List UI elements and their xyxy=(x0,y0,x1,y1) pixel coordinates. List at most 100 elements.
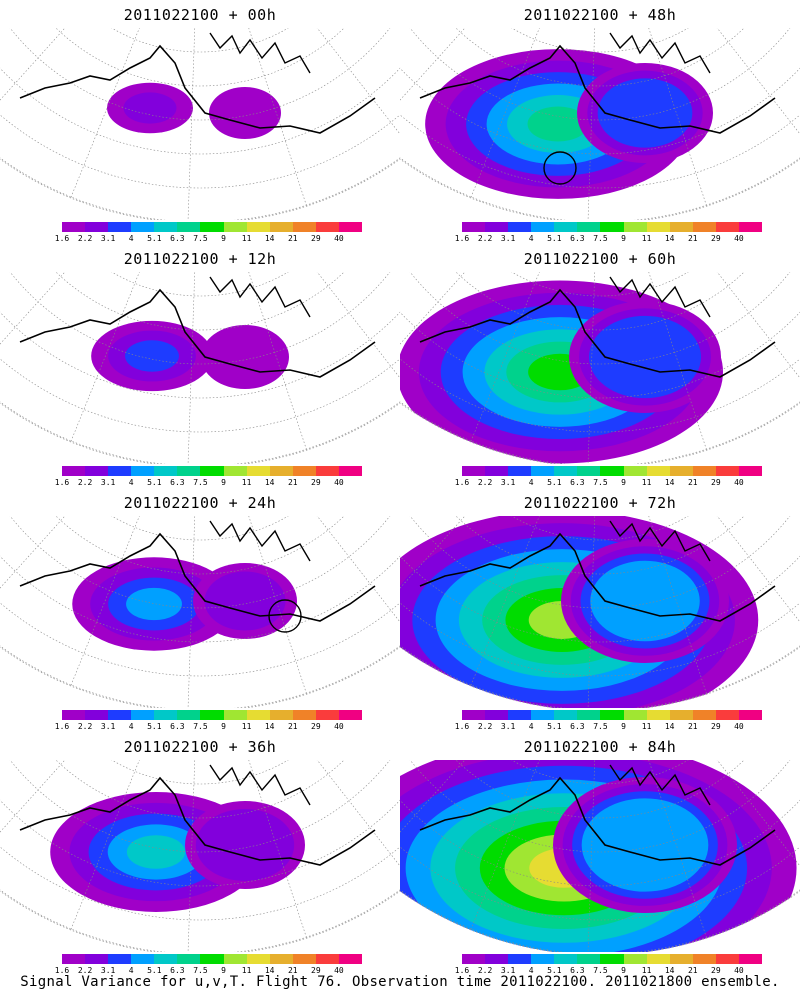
colorbar-swatch xyxy=(315,466,339,476)
colorbar-tick-label: 4 xyxy=(528,478,534,487)
colorbar-tick-label: 1.6 xyxy=(54,234,70,243)
panel-title: 2011022100 + 36h xyxy=(123,738,277,756)
colorbar-tick-label: 1.6 xyxy=(54,478,70,487)
longitude-line xyxy=(685,272,800,395)
colorbar-swatch xyxy=(646,222,670,232)
longitude-line xyxy=(285,28,400,151)
longitude-line xyxy=(0,28,107,135)
colorbar-tick-label: 14 xyxy=(264,722,275,731)
colorbar-swatch xyxy=(269,710,293,720)
colorbar-tick-label: 7.5 xyxy=(193,234,208,243)
colorbar-swatch xyxy=(485,954,509,964)
colorbar-swatch xyxy=(338,954,363,964)
colorbar-swatch xyxy=(269,954,293,964)
longitude-line xyxy=(642,760,707,939)
colorbar-tick-label: 9 xyxy=(621,234,626,243)
longitude-line xyxy=(70,272,148,442)
colorbar-swatch xyxy=(531,954,555,964)
colorbar-tick-label: 2.2 xyxy=(77,966,93,975)
colorbar-tick-label: 5.1 xyxy=(147,966,162,975)
colorbar-tick-label: 7.5 xyxy=(193,478,208,487)
colorbar-tick-label: 2.2 xyxy=(477,966,493,975)
panel-title: 2011022100 + 84h xyxy=(523,738,677,756)
contour-band xyxy=(126,587,182,621)
longitude-line xyxy=(285,760,400,883)
coastline xyxy=(19,288,376,378)
colorbar-box xyxy=(62,222,363,232)
map-frame xyxy=(0,402,400,464)
map-frame xyxy=(400,890,800,952)
variance-map xyxy=(400,28,800,220)
map-frame xyxy=(0,158,400,220)
colorbar-tick-label: 40 xyxy=(334,234,344,243)
coastline xyxy=(209,520,311,562)
colorbar-tick-label: 11 xyxy=(241,234,252,243)
longitude-line xyxy=(318,760,400,794)
colorbar-swatch xyxy=(177,954,201,964)
latitude-line xyxy=(0,28,400,155)
longitude-line xyxy=(642,28,707,207)
colorbar-tick-label: 5.1 xyxy=(547,478,562,487)
colorbar-swatch xyxy=(554,222,578,232)
colorbar-swatch xyxy=(246,954,270,964)
panel-title: 2011022100 + 48h xyxy=(523,6,677,24)
coastline xyxy=(609,764,711,806)
colorbar-swatch xyxy=(692,222,716,232)
latitude-line xyxy=(400,760,800,853)
colorbar-tick-label: 21 xyxy=(287,966,298,975)
colorbar: 1.6 2.2 3.1 4 5.1 6.3 7.5 9 11 14 21 29 40 xyxy=(455,466,763,490)
colorbar-swatch xyxy=(531,222,555,232)
colorbar: 1.6 2.2 3.1 4 5.1 6.3 7.5 9 11 14 21 29 40 xyxy=(55,954,363,978)
colorbar-swatch xyxy=(177,710,201,720)
map-panel: 2011022100 + 84h 1.6 2.2 3.1 4 5.1 6.3 7.5 9 11 14… xyxy=(400,732,800,975)
latitude-line xyxy=(416,272,784,331)
latitude-line xyxy=(400,516,800,643)
colorbar-swatch xyxy=(108,466,132,476)
latitude-line xyxy=(16,272,384,331)
colorbar-swatch xyxy=(508,710,532,720)
colorbar: 1.6 2.2 3.1 4 5.1 6.3 7.5 9 11 14 21 29 40 xyxy=(455,954,763,978)
longitude-line xyxy=(187,760,196,952)
colorbar-tick-label: 29 xyxy=(711,478,721,487)
contour-band xyxy=(581,798,709,892)
longitude-line xyxy=(685,516,800,639)
colorbar-tick-label: 29 xyxy=(711,722,721,731)
latitude-line xyxy=(400,760,800,887)
latitude-line xyxy=(0,516,400,643)
panel-title: 2011022100 + 60h xyxy=(523,250,677,268)
colorbar-swatch xyxy=(692,954,716,964)
colorbar-swatch xyxy=(738,466,763,476)
colorbar-tick-label: 9 xyxy=(221,478,226,487)
colorbar-swatch xyxy=(669,222,693,232)
variance-map xyxy=(400,516,800,708)
colorbar-swatch xyxy=(62,710,86,720)
colorbar-swatch xyxy=(338,710,363,720)
colorbar-swatch xyxy=(462,710,486,720)
colorbar-tick-label: 1.6 xyxy=(54,722,70,731)
colorbar-swatch xyxy=(623,710,647,720)
colorbar-tick-label: 5.1 xyxy=(547,722,562,731)
colorbar-tick-label: 4 xyxy=(528,966,534,975)
observation-circle xyxy=(543,151,577,185)
contour-band xyxy=(590,560,700,642)
colorbar-tick-label: 6.3 xyxy=(570,478,585,487)
contour-band xyxy=(123,92,177,124)
contour-band xyxy=(126,835,186,869)
latitude-line xyxy=(416,28,784,87)
colorbar-swatch xyxy=(462,222,486,232)
contour-band xyxy=(597,78,693,148)
colorbar-swatch xyxy=(108,222,132,232)
coastline xyxy=(209,764,311,806)
colorbar-swatch xyxy=(577,710,601,720)
coastline xyxy=(609,276,711,318)
colorbar-box xyxy=(462,954,763,964)
colorbar-swatch xyxy=(154,954,178,964)
colorbar-tick-label: 14 xyxy=(664,966,675,975)
map-frame xyxy=(400,402,800,464)
variance-map xyxy=(0,28,400,220)
colorbar-swatch xyxy=(669,710,693,720)
latitude-line xyxy=(46,760,354,785)
coastline xyxy=(19,532,376,622)
colorbar-tick-label: 40 xyxy=(334,722,344,731)
colorbar-swatch xyxy=(62,466,86,476)
